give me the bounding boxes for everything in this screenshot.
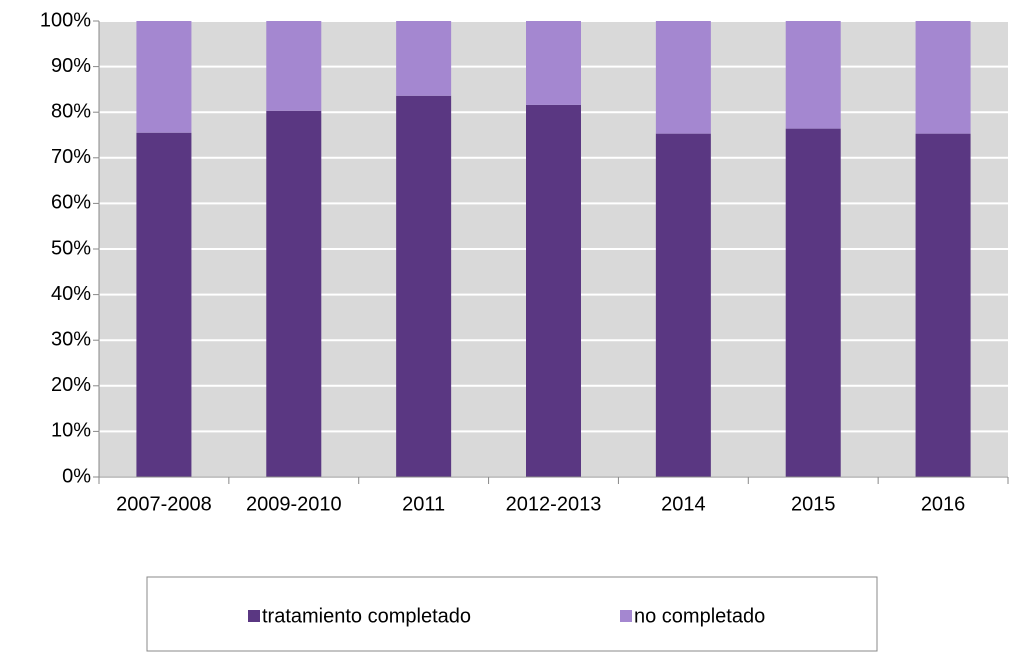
bar-segment <box>655 21 711 134</box>
y-tick-label: 100% <box>40 9 91 31</box>
x-tick-label: 2009-2010 <box>246 493 342 515</box>
y-tick-label: 50% <box>51 237 91 259</box>
x-tick-label: 2012-2013 <box>506 493 602 515</box>
y-tick-label: 20% <box>51 374 91 396</box>
bar-segment <box>526 104 581 478</box>
bar-segment <box>785 128 841 477</box>
bar-segment <box>396 21 452 96</box>
bar-segment <box>785 21 841 129</box>
y-tick-label: 60% <box>51 192 91 214</box>
legend-swatch <box>620 610 632 622</box>
bar-segment <box>266 21 322 111</box>
x-tick-label: 2011 <box>402 493 445 515</box>
legend-swatch <box>248 610 260 622</box>
bar-segment <box>915 133 971 477</box>
y-tick-label: 30% <box>51 328 91 350</box>
bar-segment <box>915 21 971 134</box>
x-tick-label: 2014 <box>661 493 706 515</box>
x-tick-label: 2007-2008 <box>116 493 212 515</box>
x-tick-label: 2016 <box>921 493 966 515</box>
bar-segment <box>136 132 192 477</box>
bar-segment <box>136 21 192 133</box>
y-tick-label: 80% <box>51 100 91 122</box>
bar-segment <box>396 95 452 477</box>
legend-box <box>146 576 878 652</box>
y-tick-label: 90% <box>51 55 91 77</box>
y-tick-label: 0% <box>62 465 91 487</box>
y-tick-label: 40% <box>51 283 91 305</box>
legend-label: tratamiento completado <box>262 605 471 627</box>
y-tick-label: 70% <box>51 146 91 168</box>
bar-segment <box>655 133 711 477</box>
legend-label: no completado <box>634 605 765 627</box>
y-tick-label: 10% <box>51 420 91 442</box>
x-tick-label: 2015 <box>791 493 836 515</box>
bar-segment <box>526 21 581 105</box>
bar-segment <box>266 110 322 477</box>
